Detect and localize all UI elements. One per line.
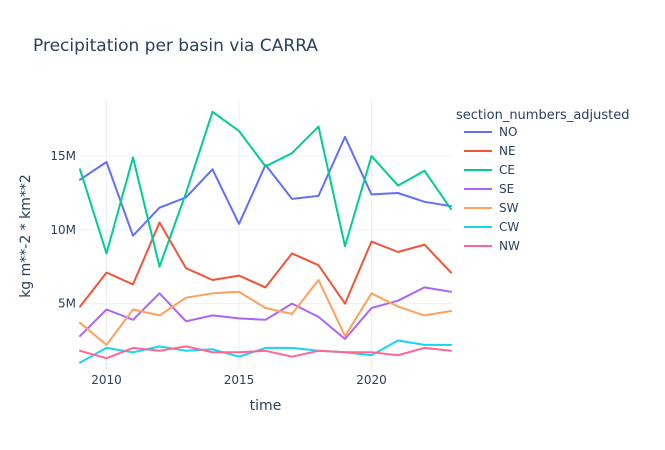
- legend-label: SE: [499, 182, 514, 196]
- legend-item-ce[interactable]: CE: [464, 163, 515, 177]
- x-tick-label: 2015: [224, 373, 255, 387]
- series-line-no[interactable]: [79, 135, 452, 237]
- series-line-ce[interactable]: [79, 110, 452, 268]
- x-tick-label: 2010: [91, 373, 122, 387]
- y-axis-ticks: 5M 10M 15M: [50, 149, 76, 311]
- y-tick-label: 5M: [58, 297, 76, 311]
- legend-item-ne[interactable]: NE: [464, 144, 516, 158]
- legend-label: CW: [499, 220, 519, 234]
- grid-layer: [80, 100, 451, 370]
- legend-item-nw[interactable]: NW: [464, 239, 520, 253]
- series-line-sw[interactable]: [79, 279, 452, 346]
- legend-title: section_numbers_adjusted: [456, 108, 630, 123]
- legend-label: NO: [499, 125, 517, 139]
- series-line-nw[interactable]: [79, 345, 452, 360]
- chart-title: Precipitation per basin via CARRA: [33, 36, 318, 56]
- y-tick-label: 10M: [50, 223, 76, 237]
- legend[interactable]: NO NE CE SE SW CW NW: [464, 125, 520, 253]
- series-line-cw[interactable]: [79, 339, 452, 364]
- x-tick-label: 2020: [356, 373, 387, 387]
- y-axis-title: kg m**-2 * km**2: [18, 174, 34, 298]
- legend-label: SW: [499, 201, 519, 215]
- x-axis-ticks: 2010 2015 2020: [91, 373, 387, 387]
- legend-item-no[interactable]: NO: [464, 125, 517, 139]
- series-line-se[interactable]: [79, 286, 452, 340]
- legend-label: CE: [499, 163, 515, 177]
- series-layer: [79, 110, 452, 364]
- y-tick-label: 15M: [50, 149, 76, 163]
- legend-item-sw[interactable]: SW: [464, 201, 519, 215]
- legend-item-se[interactable]: SE: [464, 182, 514, 196]
- legend-label: NE: [499, 144, 516, 158]
- legend-label: NW: [499, 239, 520, 253]
- series-line-ne[interactable]: [79, 221, 452, 308]
- legend-item-cw[interactable]: CW: [464, 220, 519, 234]
- x-axis-title: time: [250, 398, 282, 414]
